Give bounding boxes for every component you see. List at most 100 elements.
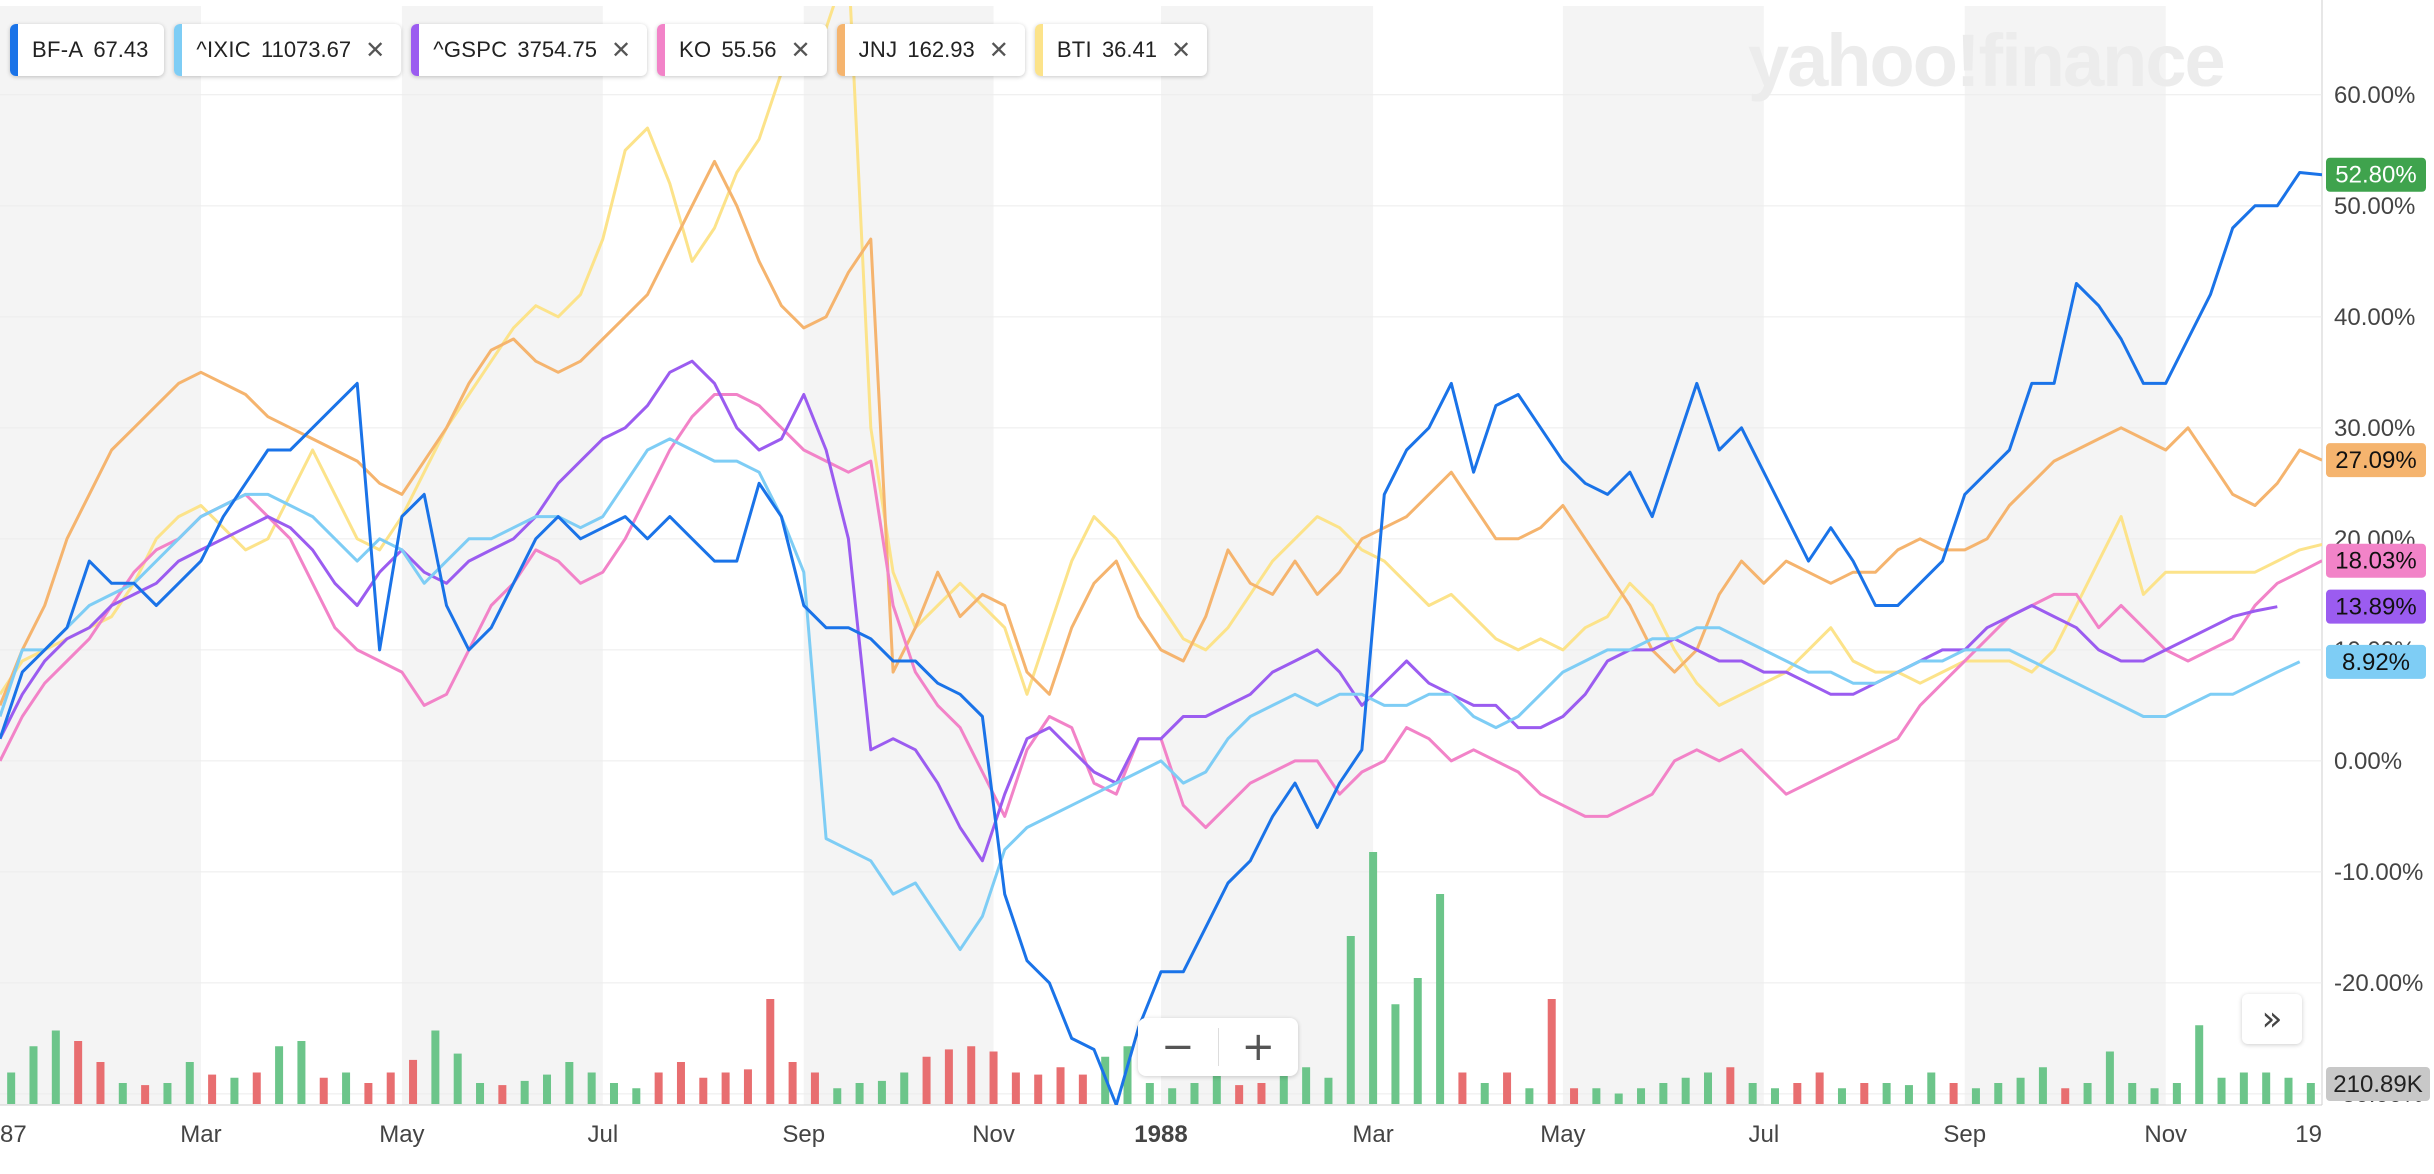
last-value-badge [2326, 157, 2426, 192]
volume-bar [1949, 1083, 1958, 1104]
legend-symbol: BTI [1056, 37, 1092, 62]
legend-symbol: KO [679, 37, 712, 62]
x-tick-label: Mar [180, 1121, 221, 1148]
volume-bar [2239, 1072, 2248, 1104]
y-tick-label: 40.00% [2334, 304, 2415, 331]
legend-symbol: BF-A [32, 37, 84, 62]
x-tick-label: Sep [782, 1121, 825, 1148]
volume-bar [2128, 1083, 2137, 1104]
month-band [401, 6, 603, 1105]
series-line-gspc [0, 359, 2278, 863]
volume-bar [810, 1072, 819, 1104]
month-band [1964, 6, 2166, 1105]
last-value-badge [2326, 543, 2426, 578]
series-color-swatch [10, 24, 18, 76]
volume-bar [543, 1074, 552, 1104]
expand-chart-button[interactable]: » [2242, 994, 2302, 1044]
series-color-swatch [657, 24, 666, 76]
volume-bar [1123, 1046, 1132, 1104]
volume-bar [1793, 1083, 1802, 1104]
volume-bar [96, 1062, 105, 1104]
close-icon[interactable]: ✕ [365, 36, 386, 64]
close-icon[interactable]: ✕ [1171, 36, 1192, 64]
volume-bar [1078, 1074, 1087, 1104]
volume-bar [1302, 1067, 1311, 1104]
gridlines [0, 0, 2323, 1106]
x-tick-label: May [379, 1121, 424, 1148]
volume-bar [1190, 1083, 1199, 1104]
volume-bar [900, 1072, 909, 1104]
volume-bar [2195, 1025, 2204, 1104]
y-tick-label: 50.00% [2334, 193, 2415, 220]
volume-bar [1168, 1088, 1177, 1104]
volume-bar [1726, 1067, 1735, 1104]
volume-bar [2150, 1088, 2159, 1104]
volume-bars [7, 852, 2315, 1104]
volume-bar [721, 1072, 730, 1104]
volume-bar [1369, 852, 1378, 1104]
last-value-badge [2326, 443, 2426, 478]
volume-bar [163, 1083, 172, 1104]
x-tick-label: May [1540, 1121, 1585, 1148]
volume-bar [1927, 1072, 1936, 1104]
close-icon[interactable]: ✕ [610, 36, 632, 64]
volume-bar [1770, 1088, 1779, 1104]
legend-chip-0[interactable]: BF-A 67.43 [10, 24, 165, 76]
volume-bar [1904, 1085, 1913, 1104]
volume-bar [1748, 1083, 1757, 1104]
volume-bar [1391, 1004, 1400, 1104]
legend-chip-2[interactable]: ^GSPC 3754.75 ✕ [411, 24, 648, 76]
volume-bar [676, 1062, 685, 1104]
close-icon[interactable]: ✕ [790, 36, 811, 64]
volume-bar [208, 1074, 217, 1104]
volume-bar [1034, 1074, 1043, 1104]
y-tick-label: -10.00% [2334, 859, 2423, 886]
volume-bar [1436, 894, 1445, 1104]
volume-bar [520, 1080, 529, 1104]
last-value-label: 8.92% [2342, 649, 2410, 676]
legend-chip-5[interactable]: BTI 36.41 ✕ [1034, 24, 1208, 76]
volume-bar [967, 1046, 976, 1104]
x-tick-label: Mar [1352, 1121, 1393, 1148]
volume-bar [743, 1069, 752, 1104]
legend-chip-4[interactable]: JNJ 162.93 ✕ [836, 24, 1025, 76]
volume-bar [1971, 1088, 1980, 1104]
volume-bar [2061, 1088, 2070, 1104]
symbol-legend: BF-A 67.43 ^IXIC 11073.67 ✕ ^GSPC 3754.75 ✕ KO 55… [10, 24, 1208, 76]
last-value-label: 18.03% [2335, 548, 2416, 575]
volume-bar [1346, 936, 1355, 1104]
volume-bar [252, 1072, 261, 1104]
volume-bar [1659, 1083, 1668, 1104]
volume-bar [1279, 1072, 1288, 1104]
close-icon[interactable]: ✕ [988, 36, 1009, 64]
volume-bar [565, 1062, 574, 1104]
legend-chip-1[interactable]: ^IXIC 11073.67 ✕ [174, 24, 402, 76]
legend-symbol: ^GSPC [433, 37, 508, 62]
legend-price: 162.93 [907, 37, 975, 62]
legend-symbol: JNJ [858, 37, 898, 62]
volume-bar [2217, 1077, 2226, 1104]
volume-bar [989, 1051, 998, 1104]
volume-bar [476, 1083, 485, 1104]
volume-bar [431, 1030, 440, 1104]
x-tick-label: 1988 [1134, 1121, 1187, 1148]
month-band [1161, 6, 1374, 1105]
legend-price: 55.56 [721, 37, 777, 62]
series-line-ixic [0, 437, 2301, 952]
x-tick-label: Nov [2144, 1121, 2187, 1148]
last-value-badge [2326, 644, 2426, 679]
volume-bar [1994, 1083, 2003, 1104]
volume-bar [1458, 1072, 1467, 1104]
last-value-badge [2326, 589, 2426, 624]
zoom-out-button[interactable]: − [1138, 1018, 1218, 1076]
legend-price: 67.43 [93, 37, 149, 62]
legend-chip-3[interactable]: KO 55.56 ✕ [657, 24, 827, 76]
zoom-in-button[interactable]: + [1219, 1018, 1299, 1076]
volume-bar [74, 1041, 83, 1104]
volume-bar [275, 1046, 284, 1104]
volume-bar [1480, 1083, 1489, 1104]
volume-bar [609, 1083, 618, 1104]
volume-bar [944, 1049, 953, 1104]
month-band [1562, 6, 1764, 1105]
